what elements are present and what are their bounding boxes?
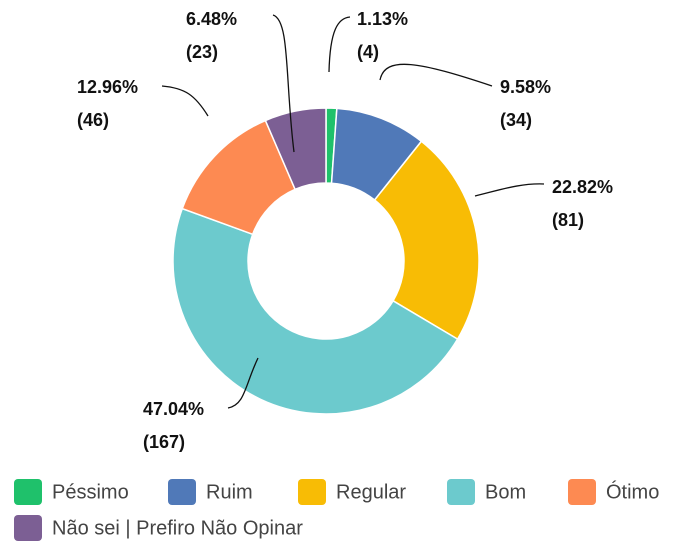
- legend-label: Não sei | Prefiro Não Opinar: [52, 517, 303, 539]
- legend-label: Bom: [485, 481, 526, 503]
- legend-swatch: [568, 479, 596, 505]
- donut-slice: [172, 207, 459, 415]
- legend-swatch: [14, 515, 42, 541]
- leader-line: [161, 85, 209, 117]
- value-label: 12.96%: [77, 77, 138, 97]
- leader-line: [328, 16, 351, 73]
- value-label: 22.82%: [552, 177, 613, 197]
- leader-line: [474, 183, 545, 197]
- legend-label: Péssimo: [52, 481, 129, 503]
- leader-line: [227, 357, 259, 409]
- count-label: (81): [552, 210, 584, 230]
- legend-swatch: [447, 479, 475, 505]
- legend-swatch: [168, 479, 196, 505]
- leader-line: [379, 63, 493, 87]
- legend-swatch: [14, 479, 42, 505]
- donut-slice: [264, 107, 327, 191]
- count-label: (167): [143, 432, 185, 452]
- count-label: (4): [357, 42, 379, 62]
- value-label: 47.04%: [143, 399, 204, 419]
- legend-label: Ruim: [206, 481, 253, 503]
- legend-swatch: [298, 479, 326, 505]
- leader-line: [272, 14, 295, 153]
- value-label: 1.13%: [357, 9, 408, 29]
- count-label: (46): [77, 110, 109, 130]
- legend-label: Ótimo: [606, 480, 659, 503]
- count-label: (23): [186, 42, 218, 62]
- count-label: (34): [500, 110, 532, 130]
- legend-label: Regular: [336, 481, 406, 503]
- value-label: 6.48%: [186, 9, 237, 29]
- donut-slice: [373, 140, 480, 341]
- value-label: 9.58%: [500, 77, 551, 97]
